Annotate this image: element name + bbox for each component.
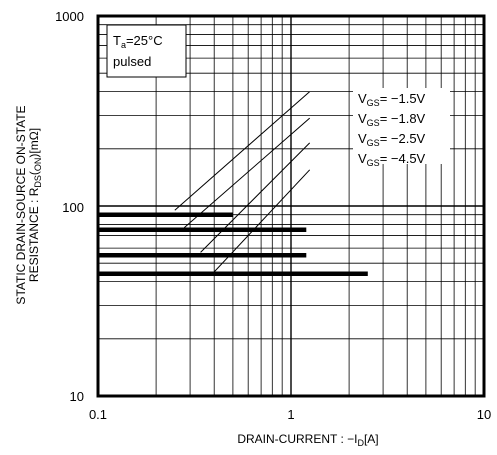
x-tick-label-10: 10 (477, 407, 491, 422)
condition-temperature: Ta=25°C (113, 33, 163, 50)
leader-line-3 (200, 142, 311, 253)
series-label-3: VGS= −2.5V (358, 131, 426, 148)
series-label-4: VGS= −4.5V (358, 151, 426, 168)
x-tick-label-0.1: 0.1 (89, 407, 107, 422)
y-tick-label-10: 10 (70, 389, 84, 404)
series-label-2: VGS= −1.8V (358, 111, 426, 128)
series-label-box: VGS= −1.5V VGS= −1.8V VGS= −2.5V VGS= −4… (353, 88, 450, 168)
series-label-1: VGS= −1.5V (358, 91, 426, 108)
x-tick-label-1: 1 (287, 407, 294, 422)
series-lines (98, 212, 368, 276)
condition-mode: pulsed (113, 54, 151, 69)
condition-box: Ta=25°C pulsed (106, 24, 187, 78)
y-tick-label-100: 100 (62, 200, 84, 215)
y-tick-label-1000: 1000 (55, 9, 84, 24)
plot-frame (96, 14, 486, 398)
y-axis-label: STATIC DRAIN-SOURCE ON-STATE RESISTANCE … (14, 105, 43, 304)
y-axis-label-line1: STATIC DRAIN-SOURCE ON-STATE (14, 105, 28, 304)
y-axis-label-line2: RESISTANCE : RDS(ON)[mΩ] (27, 128, 43, 282)
x-axis-label: DRAIN-CURRENT : −ID[A] (237, 432, 378, 448)
leader-line-2 (183, 117, 311, 228)
leader-line-1 (174, 91, 311, 211)
label-leaders (174, 91, 311, 273)
